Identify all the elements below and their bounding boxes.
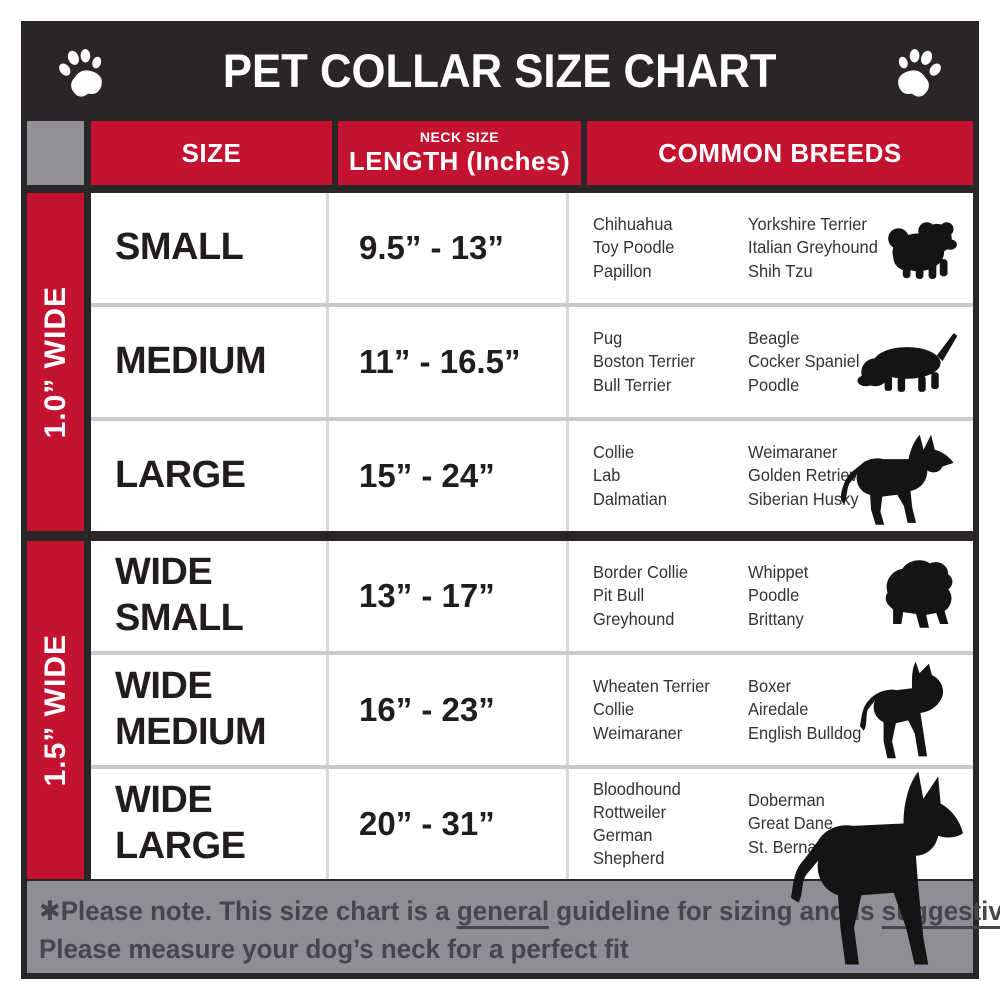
neck-range-cell: 9.5” - 13” — [329, 193, 569, 303]
section-width-bar: 1.5” WIDE — [27, 541, 84, 879]
footnote-line-2: Please measure your dog’s neck for a per… — [39, 933, 629, 964]
column-header-breeds: COMMON BREEDS — [587, 121, 973, 185]
breed-item: Bull Terrier — [593, 374, 672, 395]
title-bar: PET COLLAR SIZE CHART — [21, 21, 979, 119]
size-cell: SMALL — [91, 193, 329, 303]
footnote: ✱Please note. This size chart is a gener… — [27, 881, 1000, 973]
breed-item: Greyhound — [593, 608, 675, 629]
size-cell: WIDE LARGE — [91, 769, 329, 879]
breed-item: Collie — [593, 442, 635, 463]
breeds-cell: Collie Lab Dalmatian Weimaraner Golden R… — [569, 421, 973, 531]
breed-item: Weimaraner — [748, 442, 838, 463]
breed-item: Papillon — [593, 260, 652, 281]
table-row-large: LARGE 15” - 24” Collie Lab Dalmatian Wei… — [91, 417, 973, 531]
breed-item: Pit Bull — [593, 585, 645, 606]
breed-item: Boston Terrier — [593, 351, 696, 372]
column-header-length: NECK SIZE LENGTH (Inches) — [338, 121, 581, 185]
section-1-inch-wide: 1.0” WIDE SMALL 9.5” - 13” Chihuahua Toy… — [27, 193, 973, 531]
breeds-cell: Wheaten Terrier Collie Weimaraner Boxer … — [569, 655, 973, 765]
breed-item: Collie — [593, 699, 635, 720]
breed-item: English Bulldog — [748, 722, 862, 743]
breed-item: Weimaraner — [593, 722, 683, 743]
breeds-cell: Chihuahua Toy Poodle Papillon Yorkshire … — [569, 193, 973, 303]
shih-tzu-silhouette-icon — [877, 209, 963, 287]
shepherd-silhouette-icon — [841, 424, 963, 529]
breed-item: Beagle — [748, 328, 800, 349]
breed-item: Pug — [593, 328, 623, 349]
size-chart-table: SIZE NECK SIZE LENGTH (Inches) COMMON BR… — [27, 121, 973, 965]
footnote-line-1: ✱Please note. This size chart is a gener… — [39, 893, 1000, 931]
breed-item: Rottweiler — [593, 801, 667, 822]
breed-item: Golden Retriever — [748, 465, 873, 486]
breed-item: Whippet — [748, 562, 809, 583]
neck-range-cell: 20” - 31” — [329, 769, 569, 879]
breed-item: Chihuahua — [593, 214, 673, 235]
column-header-size: SIZE — [91, 121, 332, 185]
section-width-bar: 1.0” WIDE — [27, 193, 84, 531]
neck-range-cell: 11” - 16.5” — [329, 307, 569, 417]
breeds-cell: Bloodhound Rottweiler German Shepherd Do… — [569, 769, 973, 965]
header-corner-block — [27, 121, 84, 185]
table-row-small: SMALL 9.5” - 13” Chihuahua Toy Poodle Pa… — [91, 193, 973, 303]
dachshund-silhouette-icon — [851, 320, 963, 404]
page-title: PET COLLAR SIZE CHART — [223, 43, 777, 97]
breed-item: Poodle — [748, 374, 800, 395]
neck-range-cell: 13” - 17” — [329, 541, 569, 651]
breed-item: Siberian Husky — [748, 488, 859, 509]
section-divider — [27, 531, 973, 541]
table-row-wide-medium: WIDE MEDIUM 16” - 23” Wheaten Terrier Co… — [91, 651, 973, 765]
breed-item: Poodle — [748, 585, 800, 606]
size-chart-poster: PET COLLAR SIZE CHART SIZE NECK SIZE — [21, 21, 1000, 979]
doberman-silhouette-icon — [787, 769, 973, 967]
breed-item: Bloodhound — [593, 778, 681, 799]
neck-range-cell: 16” - 23” — [329, 655, 569, 765]
size-cell: LARGE — [91, 421, 329, 531]
breed-item: Lab — [593, 465, 621, 486]
table-row-wide-small: WIDE SMALL 13” - 17” Border Collie Pit B… — [91, 541, 973, 651]
breed-item: Doberman — [748, 790, 825, 811]
section-width-label: 1.0” WIDE — [38, 285, 72, 439]
asterisk-icon: ✱ — [39, 896, 61, 927]
breed-item: Shih Tzu — [748, 260, 813, 281]
paw-print-icon — [889, 45, 947, 101]
table-row-wide-large: WIDE LARGE 20” - 31” Bloodhound Rottweil… — [91, 765, 973, 965]
breed-item: German Shepherd — [593, 825, 665, 869]
breed-item: Italian Greyhound — [748, 237, 878, 258]
breed-item: Toy Poodle — [593, 237, 675, 258]
bulldog-silhouette-icon — [871, 552, 963, 640]
breed-item: Brittany — [748, 608, 804, 629]
breed-item: Airedale — [748, 699, 809, 720]
pit-bull-silhouette-icon — [859, 658, 963, 762]
breed-item: Wheaten Terrier — [593, 676, 710, 697]
neck-range-cell: 15” - 24” — [329, 421, 569, 531]
size-cell: WIDE MEDIUM — [91, 655, 329, 765]
breed-item: Dalmatian — [593, 488, 668, 509]
table-row-medium: MEDIUM 11” - 16.5” Pug Boston Terrier Bu… — [91, 303, 973, 417]
table-header-row: SIZE NECK SIZE LENGTH (Inches) COMMON BR… — [27, 121, 973, 185]
breeds-cell: Border Collie Pit Bull Greyhound Whippet… — [569, 541, 973, 651]
section-1-5-inch-wide: 1.5” WIDE WIDE SMALL 13” - 17” Border Co… — [27, 541, 973, 965]
breed-item: Great Dane — [748, 813, 834, 834]
breeds-cell: Pug Boston Terrier Bull Terrier Beagle C… — [569, 307, 973, 417]
breed-item: Boxer — [748, 676, 791, 697]
breed-item: Cocker Spaniel — [748, 351, 860, 372]
paw-print-icon — [53, 45, 111, 101]
breed-item: Yorkshire Terrier — [748, 214, 867, 235]
section-width-label: 1.5” WIDE — [38, 633, 72, 787]
size-cell: WIDE SMALL — [91, 541, 329, 651]
size-cell: MEDIUM — [91, 307, 329, 417]
breed-item: Border Collie — [593, 562, 689, 583]
